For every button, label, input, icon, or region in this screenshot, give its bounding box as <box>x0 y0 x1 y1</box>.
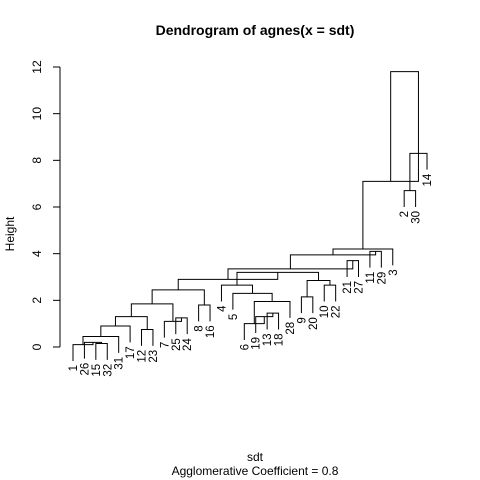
leaf-label: 8 <box>194 325 206 331</box>
merge-link <box>175 317 188 335</box>
y-tick-label: 12 <box>30 60 44 74</box>
leaf-label: 5 <box>228 314 240 320</box>
y-tick-label: 4 <box>30 250 44 257</box>
leaf-label: 17 <box>125 346 137 359</box>
merge-link <box>141 329 154 346</box>
chart-title: Dendrogram of agnes(x = sdt) <box>156 22 355 38</box>
x-axis-label: sdt <box>247 450 264 464</box>
leaf-label: 27 <box>354 281 366 294</box>
agglomerative-coefficient: Agglomerative Coefficient = 0.8 <box>172 464 339 478</box>
merge-link <box>151 289 205 305</box>
leaf-label: 15 <box>91 364 103 377</box>
merge-link <box>403 190 417 207</box>
merge-link <box>114 316 148 330</box>
merge-link <box>253 301 291 324</box>
leaf-label: 24 <box>182 338 194 351</box>
y-tick-label: 2 <box>30 297 44 304</box>
merge-link <box>220 284 254 302</box>
leaf-label: 4 <box>216 305 228 312</box>
leaf-label: 11 <box>365 272 377 284</box>
merge-link <box>130 303 174 322</box>
leaf-label: 22 <box>331 306 343 319</box>
merge-link <box>95 343 108 360</box>
merge-link <box>369 250 382 268</box>
y-axis: 0 2 4 6 8 10 12 <box>30 60 61 350</box>
merge-link <box>323 284 337 302</box>
merge-link <box>306 280 331 297</box>
leaf-label: 10 <box>319 306 331 319</box>
leaf-label: 25 <box>171 338 183 351</box>
leaf-label: 26 <box>79 363 91 376</box>
merge-link <box>100 325 131 343</box>
leaf-label: 28 <box>285 322 297 335</box>
merge-link <box>236 271 320 286</box>
leaf-label: 21 <box>342 281 354 294</box>
leaf-label: 31 <box>114 357 126 370</box>
leaf-label: 30 <box>411 211 423 224</box>
merge-link <box>300 296 314 314</box>
leaf-label: 29 <box>376 272 388 285</box>
merge-link <box>83 341 103 359</box>
leaf-label: 3 <box>388 269 400 275</box>
y-tick-label: 10 <box>30 107 44 121</box>
merge-link <box>243 316 265 340</box>
y-tick-label: 8 <box>30 157 44 164</box>
merge-link <box>332 248 394 266</box>
leaf-label: 23 <box>148 350 160 363</box>
leaf-label: 1 <box>68 365 80 371</box>
y-tick-label: 6 <box>30 203 44 210</box>
leaf-label: 12 <box>137 350 149 363</box>
leaf-label: 2 <box>399 211 411 217</box>
merge-link <box>198 304 211 322</box>
y-axis-label: Height <box>3 216 17 251</box>
leaf-label: 14 <box>422 173 434 186</box>
leaf-label: 9 <box>296 317 308 323</box>
leaf-label: 18 <box>274 334 286 347</box>
leaf-label: 7 <box>159 342 171 348</box>
merge-link <box>390 71 419 182</box>
leaf-label: 6 <box>239 344 251 350</box>
leaf-label: 13 <box>262 334 274 347</box>
dendrogram-links <box>72 71 428 361</box>
leaf-label: 32 <box>102 364 114 377</box>
leaf-label: 16 <box>205 325 217 338</box>
leaf-label: 20 <box>308 317 320 330</box>
leaf-label: 19 <box>251 337 263 350</box>
y-tick-label: 0 <box>30 343 44 350</box>
merge-link <box>72 342 94 361</box>
